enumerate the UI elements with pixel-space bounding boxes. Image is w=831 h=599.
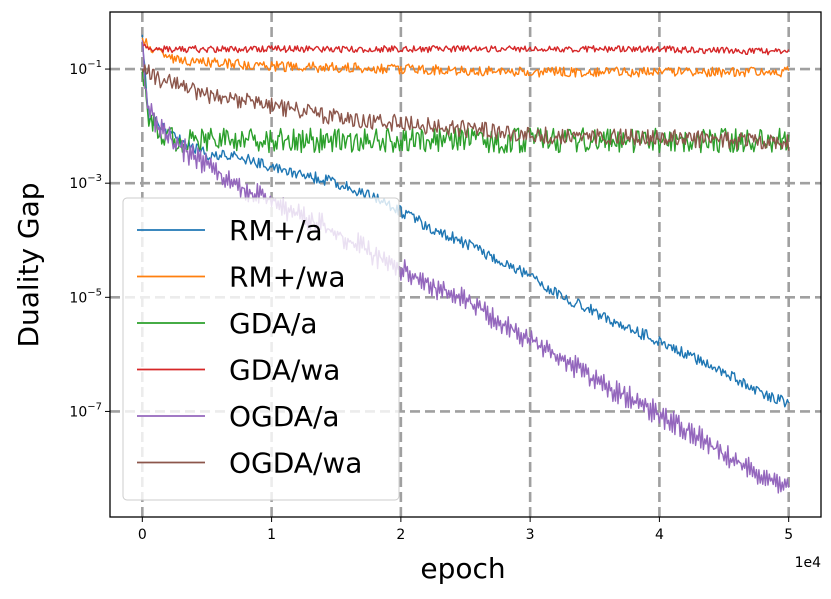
x-tick-label: 5 bbox=[784, 527, 793, 543]
legend-label: RM+/wa bbox=[229, 261, 346, 294]
legend-label: OGDA/wa bbox=[229, 447, 362, 480]
y-tick-label: 10−3 bbox=[69, 173, 102, 192]
x-axis-ticks: 0 1 2 3 4 5 bbox=[138, 517, 793, 543]
y-axis-ticks: 10−110−310−510−7 bbox=[69, 59, 110, 420]
legend-label: OGDA/a bbox=[229, 400, 340, 433]
series-line bbox=[141, 40, 790, 494]
series-line bbox=[141, 43, 790, 56]
series-line bbox=[141, 34, 790, 408]
legend: RM+/a RM+/wa GDA/a GDA/wa OGDA/a OGDA/wa bbox=[122, 197, 400, 501]
y-tick-exponent: −3 bbox=[87, 173, 102, 184]
legend-frame bbox=[122, 197, 400, 501]
series-line bbox=[141, 37, 790, 78]
series-line bbox=[141, 64, 790, 151]
y-tick-exponent: −1 bbox=[87, 59, 102, 70]
x-tick-label: 4 bbox=[655, 527, 664, 543]
series-lines bbox=[141, 34, 790, 494]
series-line bbox=[141, 69, 790, 154]
y-tick-exponent: −7 bbox=[87, 401, 102, 412]
x-offset-label: 1e4 bbox=[795, 555, 822, 571]
x-axis-label: epoch bbox=[420, 552, 505, 585]
x-tick-label: 2 bbox=[396, 527, 405, 543]
legend-label: GDA/wa bbox=[229, 354, 340, 387]
x-tick-label: 3 bbox=[526, 527, 535, 543]
y-tick-base: 10 bbox=[69, 62, 87, 78]
y-tick-base: 10 bbox=[69, 176, 87, 192]
y-tick-label: 10−5 bbox=[69, 287, 102, 306]
legend-label: GDA/a bbox=[229, 307, 318, 340]
y-tick-base: 10 bbox=[69, 290, 87, 306]
y-tick-label: 10−7 bbox=[69, 401, 102, 420]
y-axis-label: Duality Gap bbox=[12, 182, 45, 347]
y-tick-exponent: −5 bbox=[87, 287, 102, 298]
x-tick-label: 0 bbox=[138, 527, 147, 543]
legend-label: RM+/a bbox=[229, 214, 323, 247]
plot-frame bbox=[109, 11, 822, 518]
y-tick-base: 10 bbox=[69, 404, 87, 420]
y-tick-label: 10−1 bbox=[69, 59, 102, 78]
x-tick-label: 1 bbox=[267, 527, 276, 543]
